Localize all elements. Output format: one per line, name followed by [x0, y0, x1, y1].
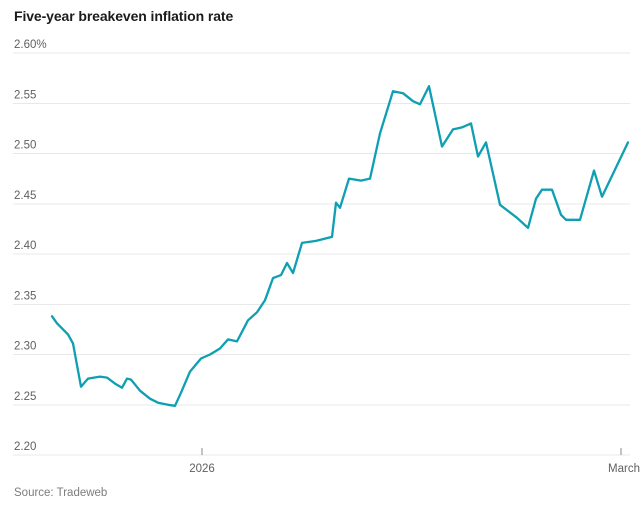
source-note: Source: Tradeweb: [14, 487, 108, 499]
y-axis-label: 2.45: [14, 190, 36, 202]
data-line-series: [50, 85, 630, 407]
y-axis-label: 2.50: [14, 140, 36, 152]
y-axis-label: 2.20: [14, 441, 36, 453]
y-axis-label: 2.25: [14, 391, 36, 403]
chart-title: Five-year breakeven inflation rate: [14, 8, 234, 24]
x-axis-label: 2026: [189, 463, 215, 475]
y-axis-label: 2.40: [14, 240, 36, 252]
x-axis-label: March: [608, 463, 640, 475]
y-axis-label: 2.60%: [14, 39, 47, 51]
chart-canvas: 2.60% 2.55 2.50 2.45 2.40 2.35 2.30 2.25 2.20 202…: [13, 39, 640, 475]
y-axis-label: 2.30: [14, 341, 36, 353]
y-axis-label: 2.35: [14, 290, 36, 302]
y-axis-label: 2.55: [14, 89, 36, 101]
